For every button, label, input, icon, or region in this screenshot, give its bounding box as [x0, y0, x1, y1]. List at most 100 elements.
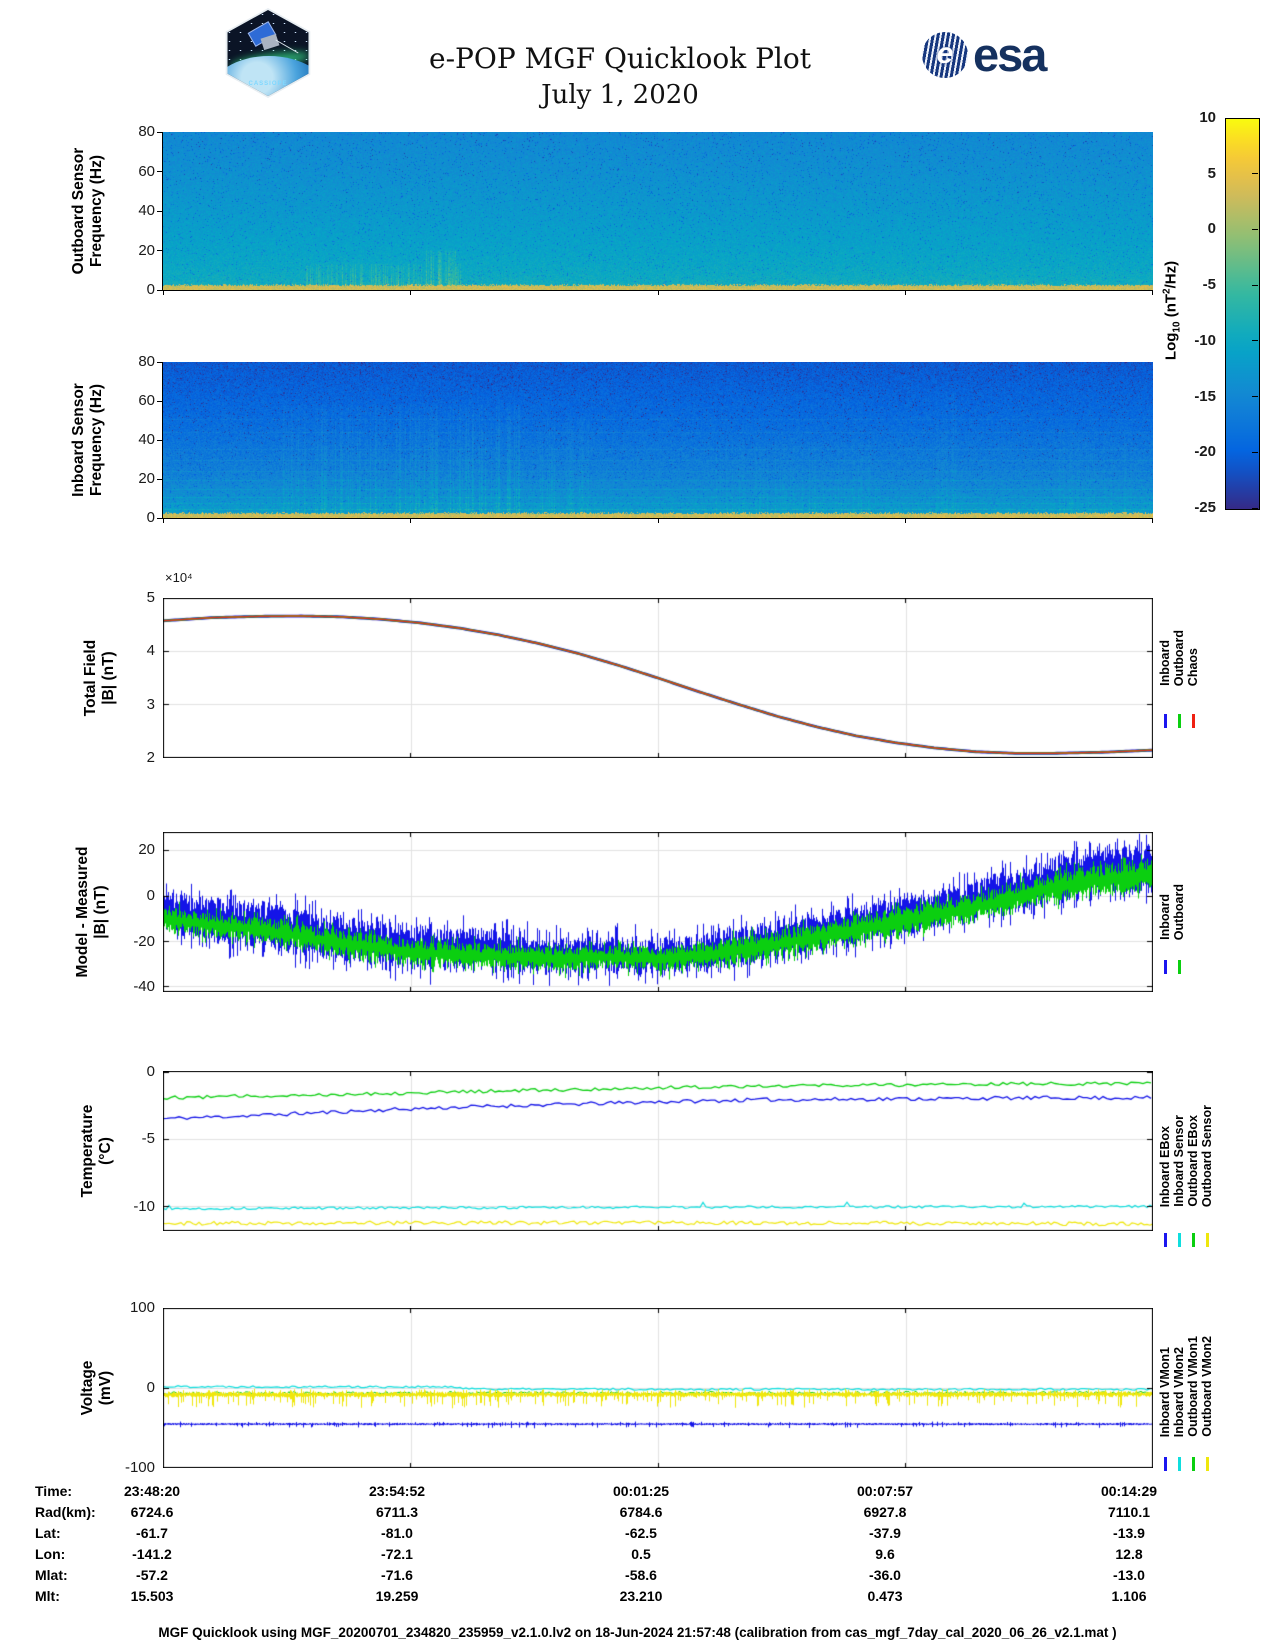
legend-swatches-temperature [1158, 1233, 1214, 1247]
legend-label: Inboard VMon1 [1158, 1346, 1172, 1437]
table-row-label: Time: [35, 1483, 73, 1499]
legend-swatch [1172, 1457, 1186, 1471]
x-tick-mark [904, 290, 906, 295]
model-measured-canvas [163, 832, 1153, 992]
x-tick-mark [657, 290, 659, 295]
table-cell: 23:48:20 [123, 1483, 181, 1499]
legend-label: Inboard EBox [1158, 1125, 1172, 1207]
page-date: July 1, 2020 [541, 80, 699, 110]
x-tick-mark [904, 518, 906, 523]
legend-swatch [1172, 960, 1186, 974]
x-tick-mark [410, 290, 412, 295]
table-cell: 15.503 [130, 1588, 174, 1604]
legend-label: Outboard Sensor [1200, 1104, 1214, 1207]
y-tick-label: -20 [133, 932, 155, 950]
y-tick-label: 100 [129, 1299, 155, 1316]
total-field-canvas [163, 598, 1153, 758]
table-cell: -61.7 [136, 1525, 168, 1541]
legend-voltage: Inboard VMon1 Inboard VMon2 Outboard VMon1… [1158, 1308, 1214, 1437]
colorbar-tick-mark [1252, 340, 1258, 342]
colorbar-tick-mark [1252, 228, 1258, 230]
outboard-spectrogram-canvas [162, 132, 1153, 291]
table-cell: -62.5 [625, 1525, 657, 1541]
y-tick-label: 3 [146, 695, 155, 713]
table-cell: 6711.3 [375, 1504, 419, 1520]
table-cell: 0.5 [631, 1546, 651, 1562]
colorbar-tick-label: -25 [1194, 499, 1216, 516]
freq-tick-label: 0 [146, 281, 155, 298]
y-tick-label: -10 [133, 1197, 155, 1215]
y-tick-label: 0 [146, 1062, 155, 1080]
y-tick-mark [157, 171, 162, 172]
colorbar-tick-label: -20 [1194, 443, 1216, 461]
y-tick-label: -100 [124, 1459, 155, 1476]
y-tick-mark [157, 210, 162, 212]
esa-logo: e esa [922, 31, 1047, 78]
table-cell: -81.0 [381, 1525, 413, 1541]
y-tick-label: 20 [138, 841, 155, 859]
y-tick-label: -40 [133, 978, 155, 996]
legend-temperature: Inboard EBox Inboard Sensor Outboard EBox O… [1158, 1071, 1214, 1207]
legend-swatch [1186, 714, 1200, 728]
legend-swatches-voltage [1158, 1457, 1214, 1471]
colorbar-tick-label: -5 [1202, 276, 1216, 294]
colorbar-tick-mark [1252, 507, 1258, 509]
table-cell: -58.6 [625, 1567, 657, 1583]
inboard-spectrogram-canvas [162, 362, 1153, 519]
y-tick-mark [157, 361, 162, 363]
colorbar-tick-mark [1252, 173, 1258, 175]
legend-label: Inboard VMon2 [1172, 1346, 1186, 1437]
y-tick-mark [157, 131, 162, 133]
y-tick-mark [157, 400, 162, 402]
legend-swatch [1172, 1233, 1186, 1247]
legend-swatch [1186, 1457, 1200, 1471]
page-title: e-POP MGF Quicklook Plot [429, 42, 811, 75]
y-tick-mark [157, 250, 162, 251]
y-tick-mark [157, 289, 162, 291]
table-cell: 0.473 [867, 1588, 903, 1604]
x-tick-mark [1152, 290, 1153, 295]
table-cell: 9.6 [875, 1546, 895, 1562]
outboard-spectrogram-panel [162, 132, 1153, 291]
patch-label: CASSIOPE [248, 81, 288, 87]
freq-tick-label: 20 [138, 470, 155, 487]
table-cell: -13.0 [1113, 1567, 1145, 1583]
y-tick-mark [157, 517, 162, 519]
legend-label: Inboard [1158, 894, 1172, 940]
table-cell: 12.8 [1115, 1546, 1143, 1562]
colorbar [1225, 118, 1260, 510]
table-cell: -71.6 [381, 1567, 413, 1583]
table-cell: -13.9 [1113, 1525, 1145, 1541]
y-tick-label: 4 [146, 642, 155, 660]
esa-globe-letter: e [936, 36, 954, 70]
freq-tick-label: 60 [138, 392, 155, 409]
y-tick-label: 5 [146, 589, 155, 606]
legend-label: Inboard [1158, 640, 1172, 686]
table-row-label: Lon: [35, 1546, 66, 1562]
legend-swatch [1186, 1233, 1200, 1247]
legend-label: Outboard EBox [1186, 1115, 1200, 1207]
table-row-label: Mlat: [35, 1567, 68, 1583]
y-tick-label: 0 [146, 1379, 155, 1396]
table-cell: -141.2 [132, 1546, 172, 1562]
table-cell: 23.210 [619, 1588, 663, 1604]
table-cell: 6784.6 [619, 1504, 663, 1520]
colorbar-tick-label: -10 [1194, 331, 1216, 349]
x-tick-mark [657, 518, 659, 523]
table-cell: 00:07:57 [856, 1483, 914, 1499]
table-cell: 00:14:29 [1100, 1483, 1158, 1499]
colorbar-tick-mark [1252, 451, 1258, 453]
colorbar-tick-label: 0 [1207, 220, 1216, 238]
y-tick-label: -5 [141, 1130, 155, 1148]
legend-label: Outboard VMon2 [1200, 1336, 1214, 1437]
table-cell: 6724.6 [130, 1504, 174, 1520]
x-tick-mark [410, 518, 412, 523]
voltage-canvas [163, 1308, 1153, 1468]
table-cell: -57.2 [136, 1567, 168, 1583]
legend-swatches-model-minus-measured [1158, 960, 1186, 974]
y-tick-label: 2 [146, 749, 155, 766]
legend-label: Outboard [1172, 629, 1186, 686]
legend-swatch [1200, 1457, 1214, 1471]
temperature-panel [163, 1071, 1153, 1231]
freq-tick-label: 80 [138, 123, 155, 140]
